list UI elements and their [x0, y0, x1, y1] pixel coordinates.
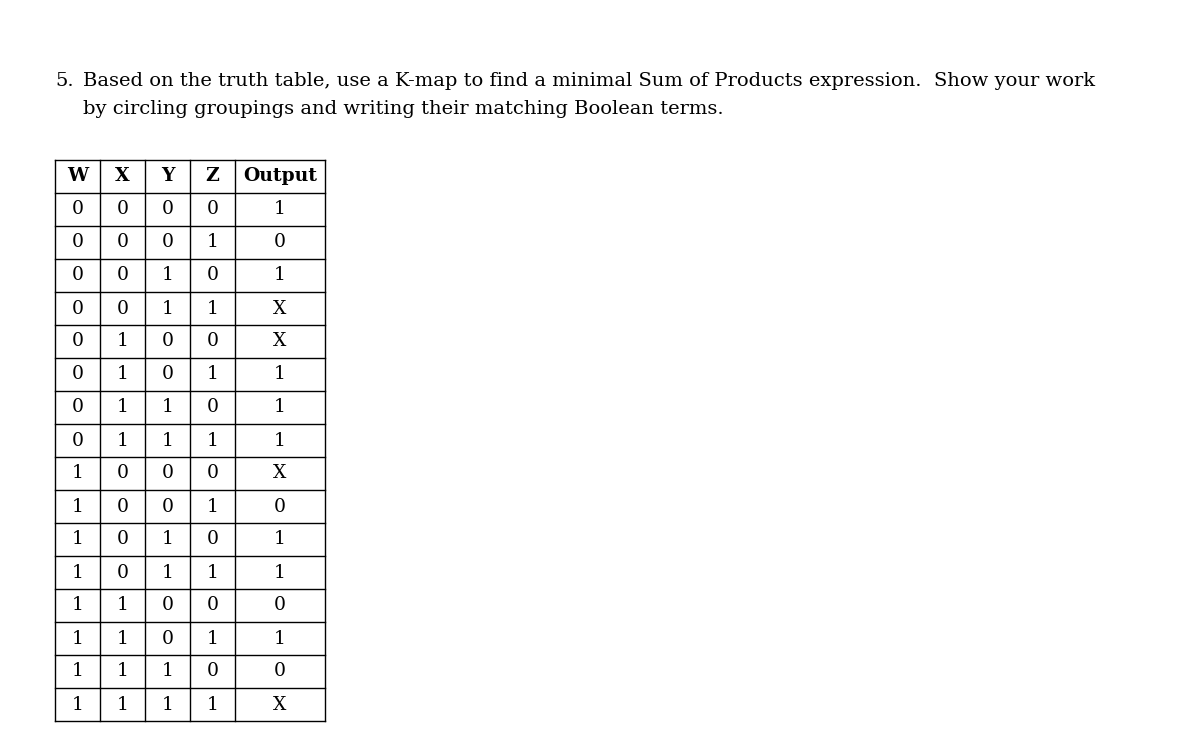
- Text: 1: 1: [207, 300, 219, 318]
- Text: 1: 1: [161, 695, 173, 714]
- Text: X: X: [274, 300, 287, 318]
- Text: 0: 0: [161, 464, 173, 483]
- Text: 1: 1: [207, 564, 219, 582]
- Text: 1: 1: [161, 399, 173, 416]
- Text: 1: 1: [274, 630, 286, 647]
- Text: 1: 1: [72, 564, 84, 582]
- Text: W: W: [67, 168, 88, 185]
- Text: 0: 0: [274, 497, 286, 515]
- Text: 1: 1: [161, 432, 173, 450]
- Text: 1: 1: [274, 267, 286, 284]
- Text: 0: 0: [161, 233, 173, 252]
- Text: 1: 1: [72, 531, 84, 548]
- Text: 0: 0: [207, 399, 219, 416]
- Text: 0: 0: [116, 200, 129, 219]
- Text: 0: 0: [207, 464, 219, 483]
- Text: 0: 0: [274, 596, 286, 615]
- Text: 0: 0: [161, 365, 173, 383]
- Text: 0: 0: [72, 267, 84, 284]
- Text: 0: 0: [207, 200, 219, 219]
- Text: 1: 1: [161, 663, 173, 680]
- Text: 1: 1: [117, 432, 128, 450]
- Text: 0: 0: [274, 663, 286, 680]
- Text: 0: 0: [161, 200, 173, 219]
- Text: 1: 1: [72, 663, 84, 680]
- Text: 1: 1: [117, 365, 128, 383]
- Text: 0: 0: [72, 399, 84, 416]
- Text: 0: 0: [207, 663, 219, 680]
- Text: 0: 0: [72, 365, 84, 383]
- Text: 0: 0: [274, 233, 286, 252]
- Text: 0: 0: [116, 564, 129, 582]
- Text: 1: 1: [161, 267, 173, 284]
- Text: 1: 1: [274, 564, 286, 582]
- Text: 0: 0: [161, 332, 173, 351]
- Text: 1: 1: [207, 365, 219, 383]
- Text: 0: 0: [72, 332, 84, 351]
- Text: 1: 1: [274, 432, 286, 450]
- Text: 0: 0: [116, 233, 129, 252]
- Text: 5.: 5.: [55, 72, 74, 90]
- Text: 1: 1: [117, 663, 128, 680]
- Text: 0: 0: [207, 332, 219, 351]
- Text: 0: 0: [72, 432, 84, 450]
- Text: 0: 0: [161, 596, 173, 615]
- Text: 1: 1: [207, 630, 219, 647]
- Text: 0: 0: [116, 531, 129, 548]
- Text: 0: 0: [72, 233, 84, 252]
- Text: Z: Z: [206, 168, 220, 185]
- Text: 0: 0: [72, 300, 84, 318]
- Text: 1: 1: [207, 233, 219, 252]
- Text: 1: 1: [117, 332, 128, 351]
- Text: 0: 0: [207, 267, 219, 284]
- Text: 1: 1: [117, 596, 128, 615]
- Text: 1: 1: [117, 695, 128, 714]
- Text: 1: 1: [207, 695, 219, 714]
- Text: 1: 1: [207, 432, 219, 450]
- Text: 0: 0: [161, 497, 173, 515]
- Text: 0: 0: [207, 596, 219, 615]
- Text: X: X: [115, 168, 130, 185]
- Text: 1: 1: [207, 497, 219, 515]
- Text: 1: 1: [72, 630, 84, 647]
- Text: Output: Output: [243, 168, 317, 185]
- Text: 0: 0: [116, 464, 129, 483]
- Text: X: X: [274, 464, 287, 483]
- Text: 0: 0: [72, 200, 84, 219]
- Text: X: X: [274, 332, 287, 351]
- Text: by circling groupings and writing their matching Boolean terms.: by circling groupings and writing their …: [82, 100, 724, 118]
- Text: 1: 1: [274, 399, 286, 416]
- Text: 0: 0: [161, 630, 173, 647]
- Text: 0: 0: [207, 531, 219, 548]
- Text: 0: 0: [116, 300, 129, 318]
- Text: 1: 1: [274, 365, 286, 383]
- Text: 1: 1: [161, 300, 173, 318]
- Text: 1: 1: [117, 399, 128, 416]
- Text: X: X: [274, 695, 287, 714]
- Text: 1: 1: [72, 464, 84, 483]
- Text: 1: 1: [161, 564, 173, 582]
- Text: 1: 1: [161, 531, 173, 548]
- Text: 1: 1: [72, 497, 84, 515]
- Text: 1: 1: [274, 200, 286, 219]
- Text: 0: 0: [116, 267, 129, 284]
- Text: 1: 1: [72, 596, 84, 615]
- Text: Y: Y: [161, 168, 174, 185]
- Text: 1: 1: [274, 531, 286, 548]
- Text: 1: 1: [72, 695, 84, 714]
- Text: Based on the truth table, use a K-map to find a minimal Sum of Products expressi: Based on the truth table, use a K-map to…: [82, 72, 1095, 90]
- Text: 0: 0: [116, 497, 129, 515]
- Text: 1: 1: [117, 630, 128, 647]
